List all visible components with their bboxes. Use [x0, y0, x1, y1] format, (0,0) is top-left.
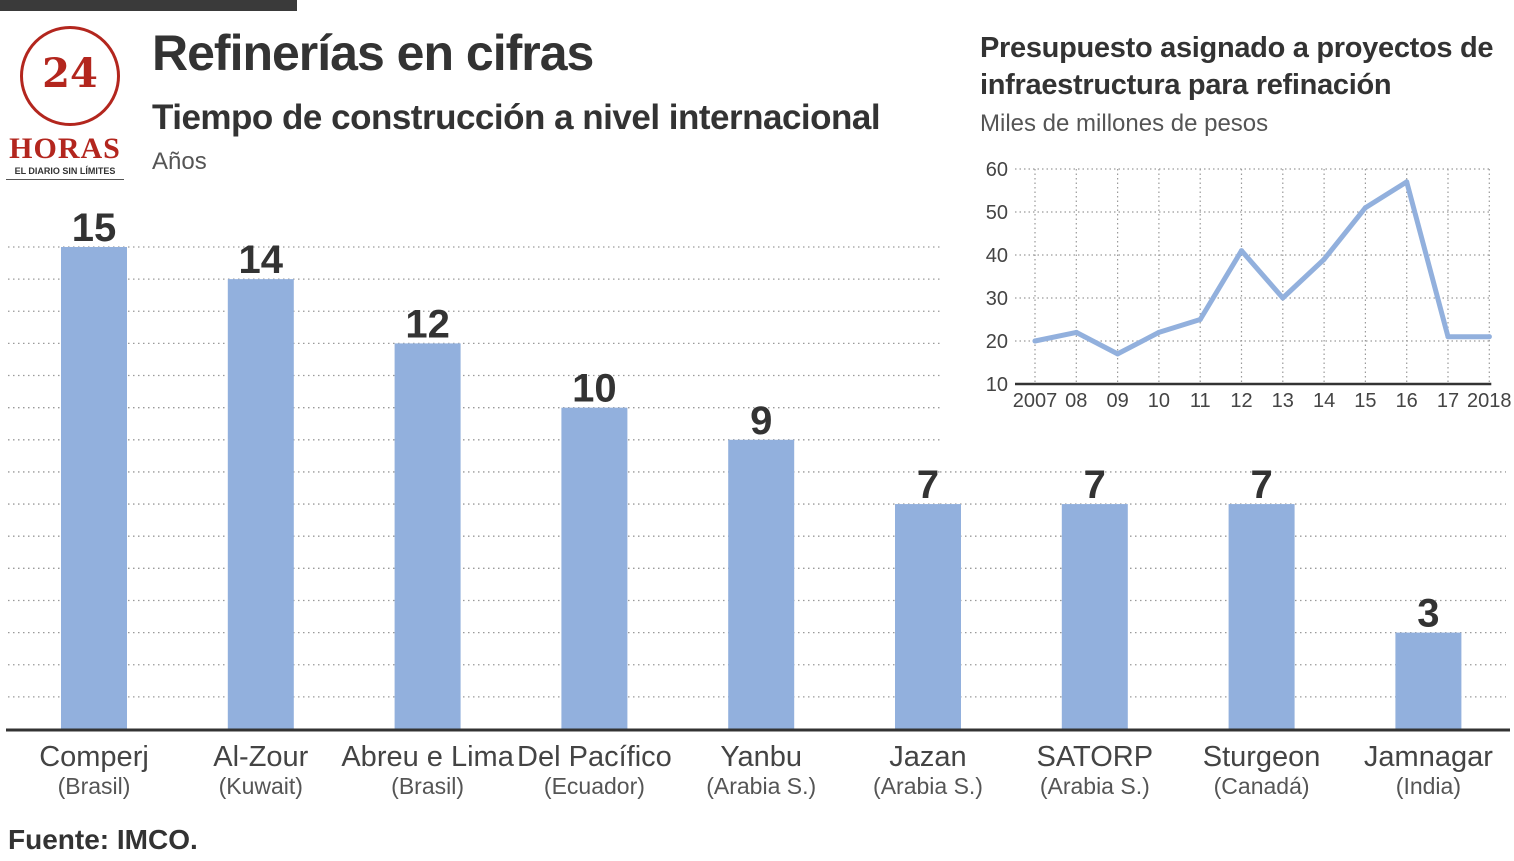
category-label: Jazan	[889, 741, 966, 773]
data-point	[1032, 338, 1038, 344]
x-tick-label: 13	[1272, 390, 1294, 412]
x-tick-label: 16	[1396, 390, 1418, 412]
data-point	[1445, 334, 1451, 340]
page-title: Refinerías en cifras	[152, 25, 594, 81]
category-label: SATORP	[1037, 741, 1154, 773]
category-label: Sturgeon	[1203, 741, 1321, 773]
data-point	[1115, 351, 1121, 357]
bar-value-label: 7	[917, 463, 939, 507]
x-tick-label: 11	[1190, 390, 1211, 412]
x-tick-label: 2007	[1013, 390, 1058, 412]
bar	[1395, 632, 1462, 729]
logo-number: 24	[42, 50, 98, 97]
bar-value-label: 9	[750, 399, 772, 443]
data-point	[1486, 334, 1492, 340]
bar-value-label: 7	[1084, 463, 1106, 507]
bar-chart-title: Tiempo de construcción a nivel internaci…	[152, 98, 881, 137]
category-country-label: (Ecuador)	[544, 773, 645, 799]
x-tick-label: 09	[1106, 390, 1128, 412]
y-tick-label: 10	[986, 374, 1008, 396]
category-label: Comperj	[39, 741, 149, 773]
category-label: Abreu e Lima	[341, 741, 514, 773]
category-country-label: (India)	[1396, 773, 1461, 799]
bar	[394, 343, 461, 729]
brand-logo: 24 HORAS EL DIARIO SIN LÍMITES	[6, 18, 124, 180]
bar	[1228, 504, 1295, 729]
bar	[227, 279, 294, 729]
category-label: Al-Zour	[213, 741, 308, 773]
x-tick-label: 14	[1313, 390, 1335, 412]
x-tick-label: 2018	[1467, 390, 1512, 412]
bar-value-label: 3	[1417, 592, 1439, 636]
category-country-label: (Brasil)	[391, 773, 464, 799]
category-country-label: (Arabia S.)	[1040, 773, 1150, 799]
category-country-label: (Arabia S.)	[706, 773, 816, 799]
category-label: Del Pacífico	[517, 741, 672, 773]
data-point	[1280, 295, 1286, 301]
x-tick-label: 17	[1437, 390, 1459, 412]
data-point	[1197, 317, 1203, 322]
logo-tagline: EL DIARIO SIN LÍMITES	[6, 166, 124, 180]
bar	[561, 407, 628, 729]
data-point	[1404, 179, 1410, 185]
data-point	[1239, 248, 1244, 254]
logo-name: HORAS	[9, 132, 121, 165]
bar-value-label: 10	[572, 367, 617, 411]
data-point	[1321, 256, 1327, 262]
line-chart-unit: Miles de millones de pesos	[980, 110, 1269, 137]
bar-value-label: 14	[239, 238, 284, 282]
category-country-label: (Kuwait)	[219, 773, 303, 799]
data-point	[1073, 329, 1079, 335]
bar-value-label: 12	[405, 302, 450, 346]
bar	[895, 504, 961, 729]
source-note: Fuente: IMCO.	[8, 824, 198, 855]
y-tick-label: 20	[986, 331, 1008, 353]
line-chart-title: Presupuesto asignado a proyectos de infr…	[980, 32, 1494, 101]
y-tick-label: 30	[986, 288, 1008, 310]
bar	[728, 439, 795, 729]
y-tick-label: 40	[986, 245, 1008, 267]
y-tick-label: 60	[986, 159, 1008, 181]
logo-circle	[20, 26, 120, 126]
data-point	[1362, 205, 1368, 211]
data-point	[1156, 329, 1162, 335]
series-line	[1032, 179, 1492, 357]
category-country-label: (Brasil)	[58, 773, 131, 799]
category-country-label: (Canadá)	[1214, 773, 1310, 799]
y-tick-label: 50	[986, 202, 1008, 224]
bar-chart-unit: Años	[152, 148, 207, 175]
top-accent-bar	[0, 0, 297, 11]
bar-value-label: 15	[72, 206, 117, 250]
bar	[61, 247, 127, 729]
category-country-label: (Arabia S.)	[873, 773, 983, 799]
x-tick-label: 15	[1354, 390, 1376, 412]
x-tick-label: 10	[1148, 390, 1170, 412]
category-label: Yanbu	[720, 741, 802, 773]
x-tick-label: 08	[1065, 390, 1087, 412]
bar	[1061, 504, 1128, 729]
category-label: Jamnagar	[1364, 741, 1493, 773]
bar-value-label: 7	[1250, 463, 1272, 507]
x-tick-label: 12	[1230, 390, 1252, 412]
